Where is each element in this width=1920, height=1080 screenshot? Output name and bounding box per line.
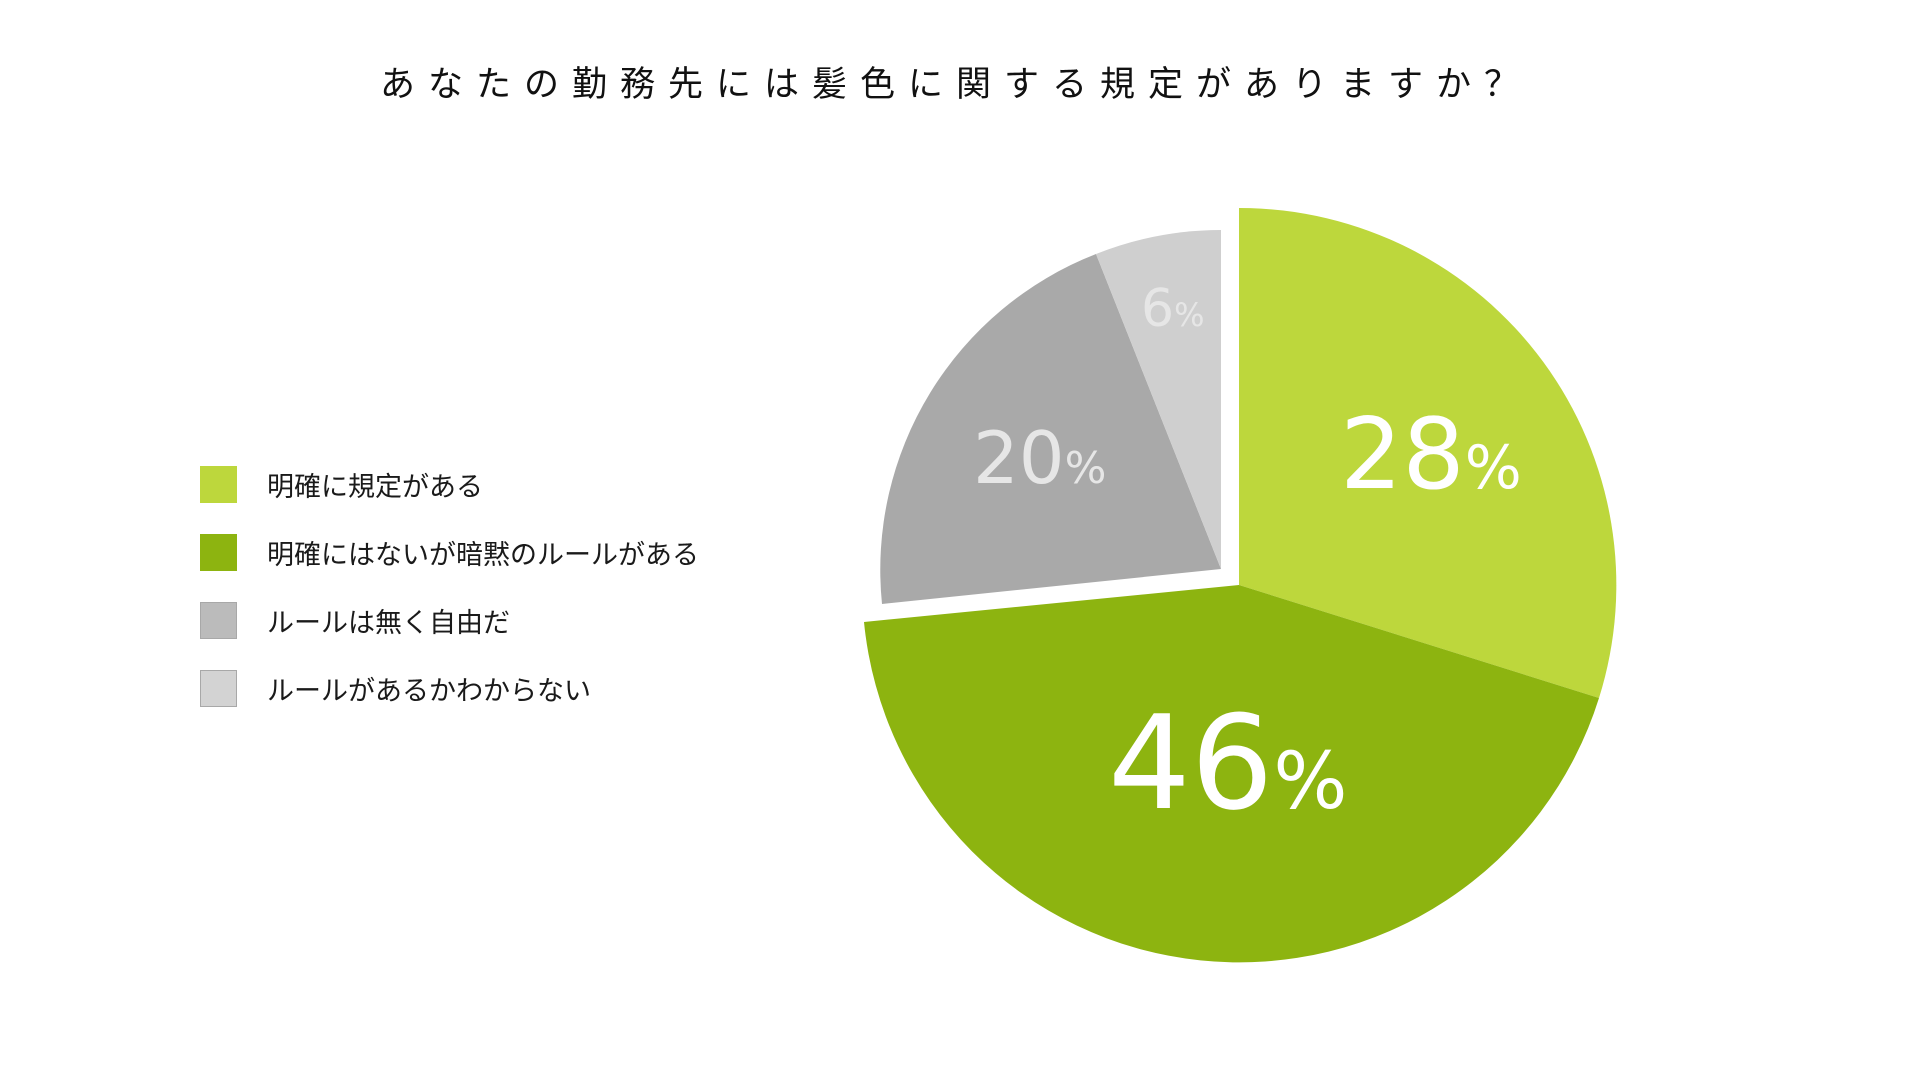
legend: 明確に規定がある 明確にはないが暗黙のルールがある ルールは無く自由だ ルールが…	[200, 465, 699, 737]
pie-slice-unknown	[1096, 230, 1221, 569]
legend-swatch	[200, 669, 237, 707]
legend-label: 明確にはないが暗黙のルールがある	[267, 539, 699, 571]
legend-label: ルールがあるかわからない	[267, 675, 591, 707]
chart-title: あなたの勤務先には髪色に関する規定がありますか？	[0, 56, 1920, 107]
legend-swatch	[200, 533, 237, 571]
chart-title-text: あなたの勤務先には髪色に関する規定がありますか？	[379, 65, 1532, 105]
legend-item-no-rule: ルールは無く自由だ	[200, 601, 699, 639]
legend-label: 明確に規定がある	[267, 471, 483, 503]
slice-label-20: 20%	[973, 416, 1106, 500]
legend-swatch	[200, 601, 237, 639]
legend-item-implicit-rule: 明確にはないが暗黙のルールがある	[200, 533, 699, 571]
legend-item-unknown: ルールがあるかわからない	[200, 669, 699, 707]
legend-item-explicit-rule: 明確に規定がある	[200, 465, 699, 503]
legend-label: ルールは無く自由だ	[267, 607, 510, 639]
slice-label-28: 28%	[1340, 398, 1522, 512]
slice-label-46: 46%	[1108, 687, 1348, 839]
slice-label-6: 6%	[1141, 279, 1205, 339]
pie-slice-implicit-rule	[864, 585, 1599, 963]
pie-slice-no-rule	[880, 254, 1221, 604]
pie-slice-explicit-rule	[1239, 207, 1617, 698]
legend-swatch	[200, 465, 237, 503]
